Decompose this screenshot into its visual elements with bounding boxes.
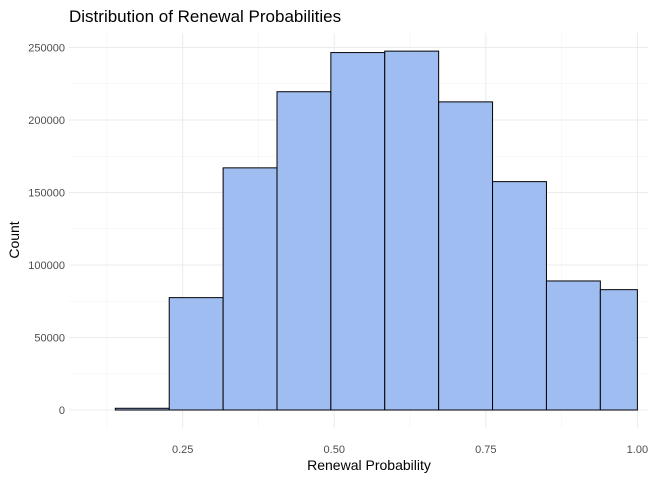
x-tick-label: 0.75 — [475, 444, 496, 456]
x-tick-label: 1.00 — [627, 444, 648, 456]
histogram-bar-10 — [599, 289, 638, 411]
histogram-bar-1 — [114, 407, 170, 411]
y-tick-label: 100000 — [28, 260, 65, 272]
histogram-bars — [114, 50, 638, 411]
histogram-bar-2 — [168, 297, 224, 411]
histogram-bar-5 — [330, 52, 386, 411]
y-axis-title: Count — [6, 221, 22, 258]
histogram-bar-9 — [545, 280, 601, 411]
x-tick-label: 0.50 — [324, 444, 345, 456]
histogram-bar-4 — [276, 91, 332, 411]
y-tick-label: 50000 — [34, 333, 65, 345]
chart-title: Distribution of Renewal Probabilities — [69, 7, 341, 26]
histogram-bar-7 — [438, 101, 494, 411]
histogram-bar-3 — [222, 167, 278, 411]
y-tick-label: 0 — [59, 405, 65, 417]
y-axis-tick-labels: 0 50000 100000 150000 200000 250000 — [28, 43, 65, 418]
x-tick-label: 0.25 — [172, 444, 193, 456]
x-axis-tick-labels: 0.25 0.50 0.75 1.00 — [172, 444, 648, 456]
y-tick-label: 250000 — [28, 43, 65, 55]
y-tick-label: 150000 — [28, 188, 65, 200]
x-axis-title: Renewal Probability — [307, 457, 431, 473]
y-tick-label: 200000 — [28, 115, 65, 127]
histogram-bar-6 — [384, 50, 440, 411]
histogram-bar-8 — [492, 181, 547, 411]
